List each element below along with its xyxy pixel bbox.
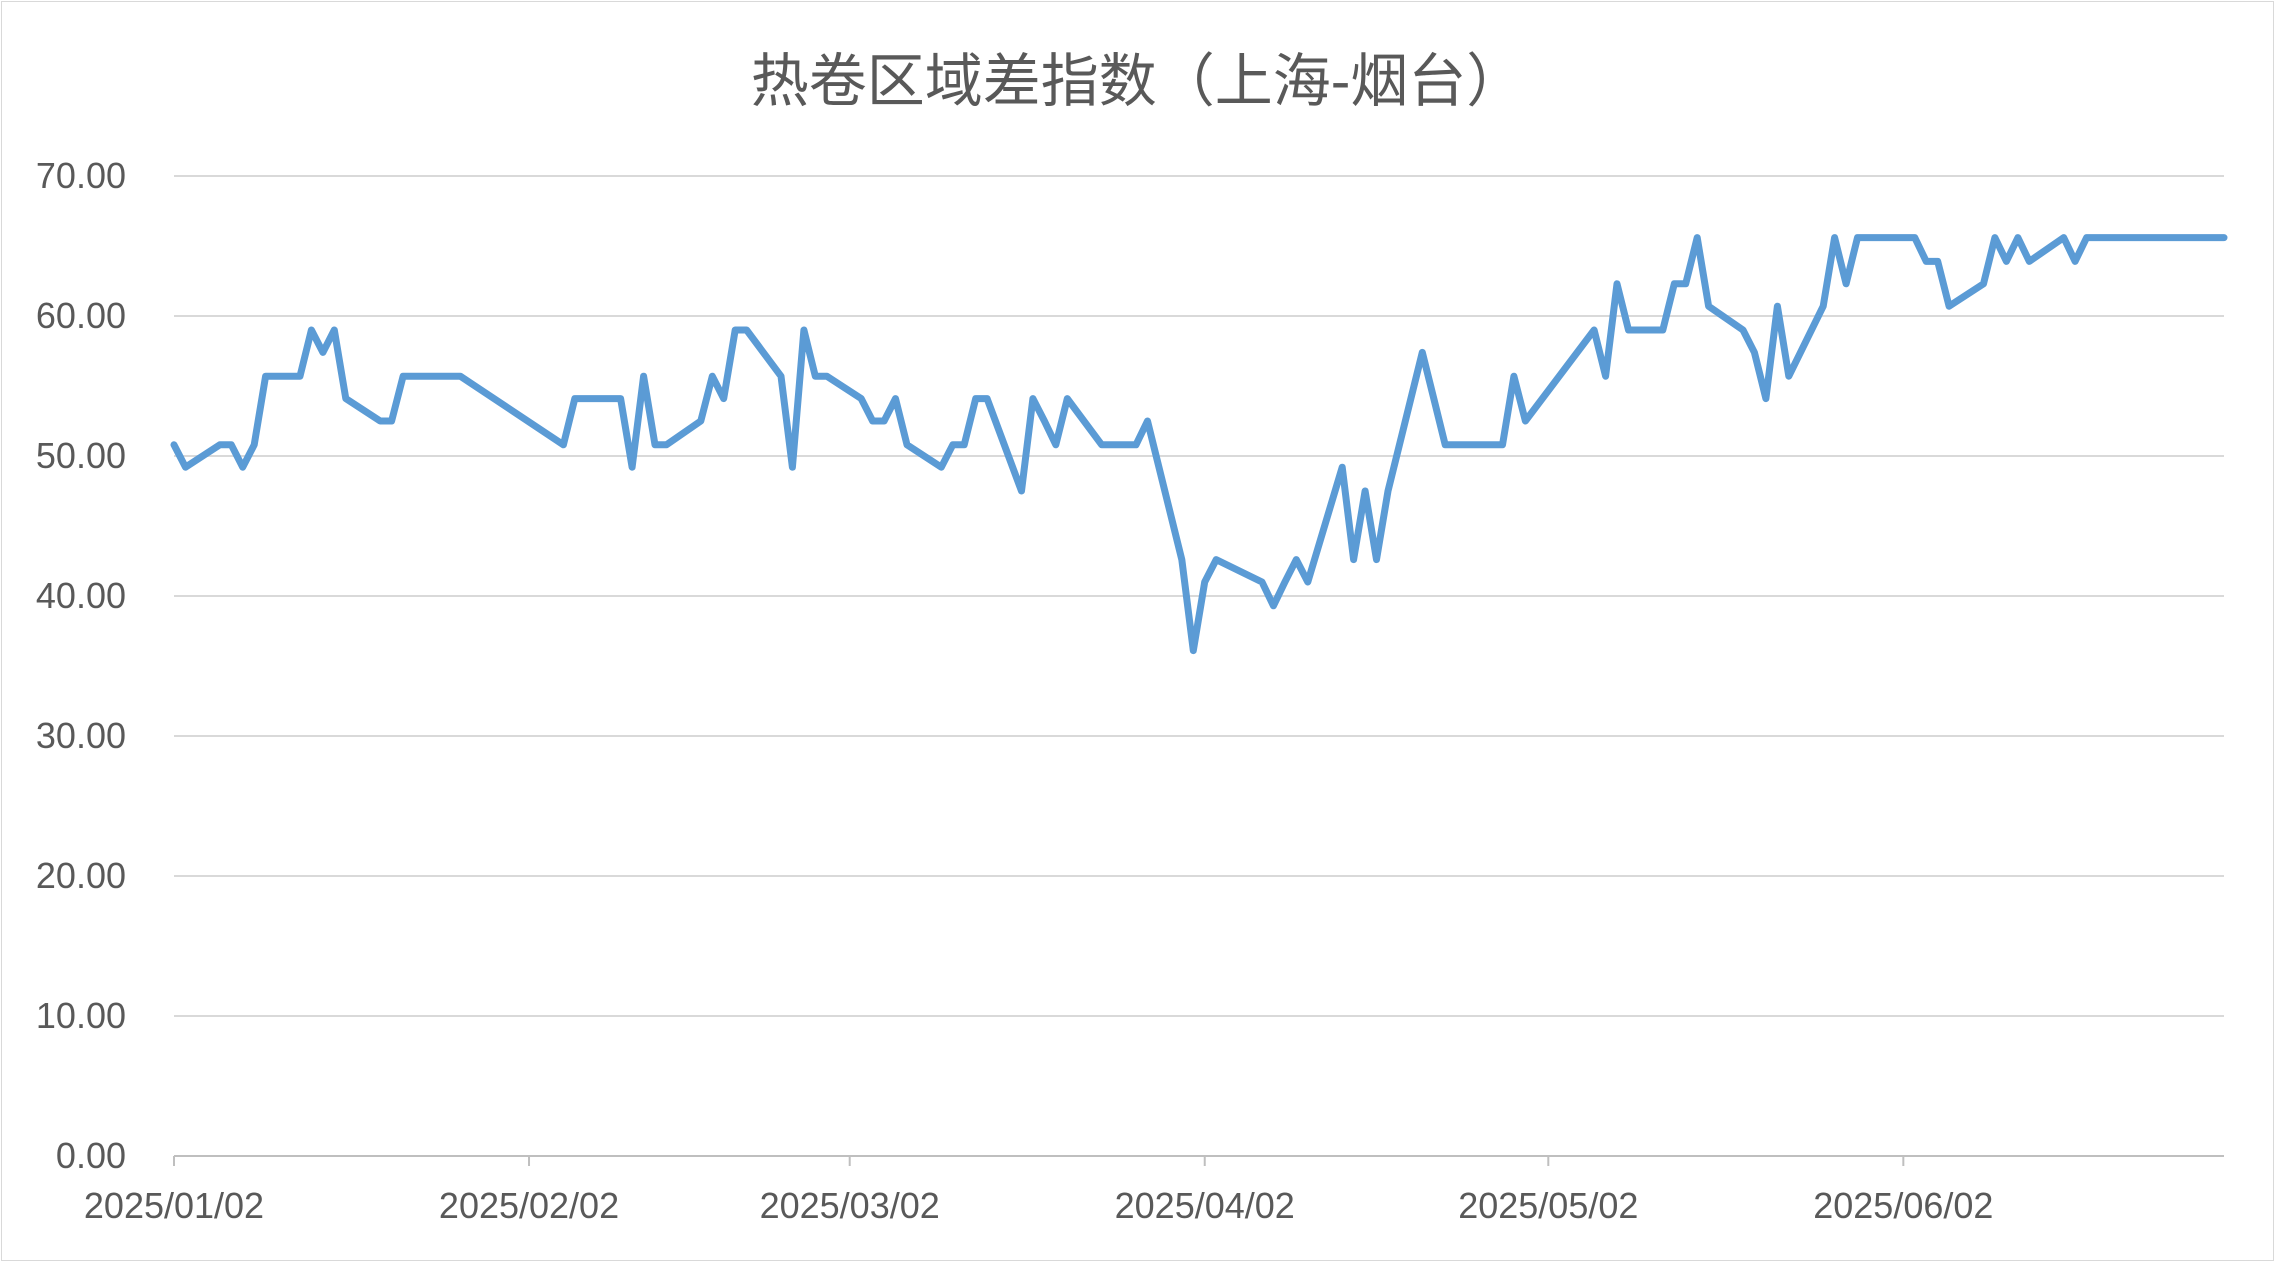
x-tick-labels: 2025/01/02 2025/02/02 2025/03/02 2025/04/02…	[84, 1156, 1993, 1226]
x-tick-label: 2025/01/02	[84, 1185, 264, 1226]
x-tick-label: 2025/02/02	[439, 1185, 619, 1226]
chart-title: 热卷区域差指数（上海-烟台）	[750, 47, 1525, 115]
y-tick-label: 40.00	[36, 575, 126, 616]
x-tick-label: 2025/03/02	[760, 1185, 940, 1226]
y-tick-label: 50.00	[36, 435, 126, 476]
x-tick-label: 2025/06/02	[1813, 1185, 1993, 1226]
y-tick-labels: 0.00 10.00 20.00 30.00 40.00 50.00 60.00 70.00	[36, 155, 126, 1176]
x-tick-label: 2025/05/02	[1458, 1185, 1638, 1226]
series-group	[170, 234, 2228, 655]
y-tick-label: 20.00	[36, 855, 126, 896]
gridlines	[174, 175, 2224, 1157]
x-tick-label: 2025/04/02	[1115, 1185, 1295, 1226]
y-tick-label: 0.00	[56, 1135, 126, 1176]
y-tick-label: 30.00	[36, 715, 126, 756]
series-line-0	[170, 234, 2228, 655]
y-tick-label: 60.00	[36, 295, 126, 336]
y-tick-label: 10.00	[36, 995, 126, 1036]
y-tick-label: 70.00	[36, 155, 126, 196]
